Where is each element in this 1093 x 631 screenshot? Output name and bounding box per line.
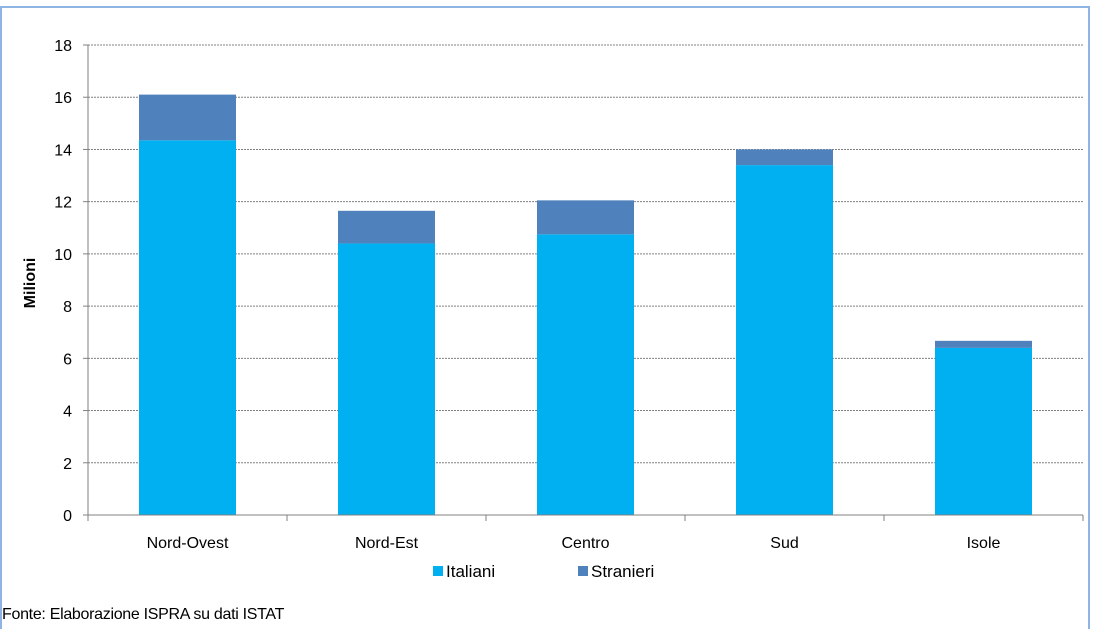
y-axis-ticks: 0 2 4 6 8 10 12 14 16 18 (54, 38, 89, 525)
y-tick-label: 14 (54, 142, 72, 159)
x-tick-label: Isole (967, 535, 1001, 552)
legend-swatch-italiani (433, 566, 443, 576)
bar-italiani-nord-est (338, 243, 435, 515)
bar-stranieri-nord-est (338, 210, 435, 244)
legend: Italiani Stranieri (433, 562, 654, 581)
chart-frame (0, 6, 1090, 629)
bar-italiani-sud (736, 165, 833, 515)
y-tick-label: 4 (63, 404, 72, 421)
bar-italiani-isole (935, 347, 1032, 515)
y-tick-label: 2 (63, 456, 72, 473)
y-tick-label: 16 (54, 90, 72, 107)
bar-stranieri-sud (736, 149, 833, 166)
x-axis: Nord-Ovest Nord-Est Centro Sud Isole (87, 514, 1084, 552)
y-axis-label: Milioni (22, 258, 39, 309)
x-tick-label: Nord-Est (355, 535, 419, 552)
gridlines (88, 44, 1083, 464)
y-tick-label: 12 (54, 195, 72, 212)
x-tick-label: Nord-Ovest (147, 535, 229, 552)
bar-italiani-nord-ovest (139, 140, 236, 516)
legend-swatch-stranieri (578, 566, 588, 576)
bar-stranieri-centro (537, 200, 634, 235)
legend-label-italiani: Italiani (446, 562, 495, 581)
x-tick-label: Centro (561, 535, 609, 552)
bar-stranieri-nord-ovest (139, 94, 236, 141)
x-tick-label: Sud (770, 535, 798, 552)
y-tick-label: 18 (54, 38, 72, 55)
legend-label-stranieri: Stranieri (591, 562, 654, 581)
bars (139, 94, 1032, 516)
source-note: Fonte: Elaborazione ISPRA su dati ISTAT (2, 606, 285, 623)
bar-italiani-centro (537, 234, 634, 516)
y-tick-label: 8 (63, 299, 72, 316)
y-tick-label: 0 (63, 508, 72, 525)
y-tick-label: 10 (54, 247, 72, 264)
bar-stranieri-isole (935, 340, 1032, 348)
y-tick-label: 6 (63, 351, 72, 368)
